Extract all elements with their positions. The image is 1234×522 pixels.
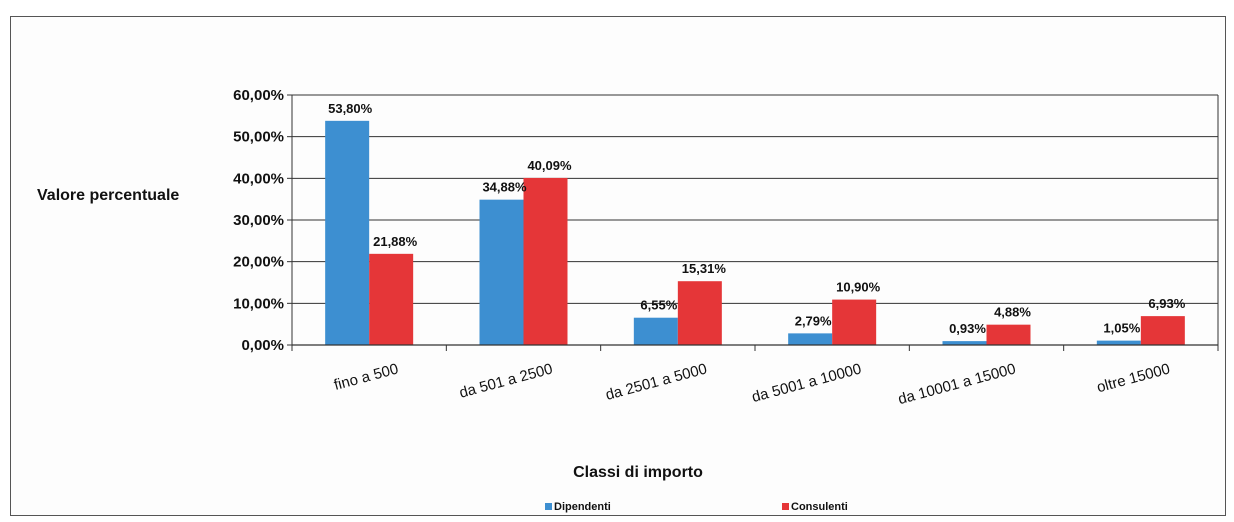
data-label-dipendenti: 6,55%	[640, 298, 677, 313]
data-label-consulenti: 40,09%	[527, 158, 572, 173]
x-tick-label: da 10001 a 15000	[896, 360, 1017, 408]
data-label-dipendenti: 0,93%	[949, 321, 986, 336]
data-label-dipendenti: 53,80%	[328, 101, 373, 116]
y-tick-label: 0,00%	[241, 337, 284, 354]
data-labels: 53,80% 21,88% 34,88%40,09% 6,55% 15,31% 2,79%…	[328, 101, 1186, 336]
legend-label-dipendenti: Dipendenti	[554, 501, 611, 513]
bar-consulenti	[369, 253, 414, 345]
legend-label-consulenti: Consulenti	[791, 501, 848, 513]
bar-dipendenti	[479, 199, 524, 345]
bar-consulenti	[986, 324, 1031, 345]
x-tick-label: da 2501 a 5000	[604, 360, 709, 403]
x-tick-label: da 501 a 2500	[457, 360, 554, 401]
x-axis-title: Classi di importo	[573, 464, 703, 481]
x-tick-label: fino a 500	[332, 360, 400, 393]
bar-consulenti	[832, 299, 877, 345]
data-label-dipendenti: 2,79%	[795, 313, 832, 328]
bar-dipendenti	[942, 341, 987, 345]
data-label-dipendenti: 34,88%	[482, 180, 527, 195]
y-tick-label: 40,00%	[233, 170, 284, 187]
legend: Dipendenti Consulenti	[545, 501, 848, 513]
y-tick-label: 30,00%	[233, 212, 284, 229]
y-tick-label: 50,00%	[233, 129, 284, 146]
bar-consulenti	[677, 281, 722, 345]
y-axis-title: Valore percentuale	[37, 187, 179, 204]
x-tick-label: da 5001 a 10000	[750, 360, 863, 406]
data-label-dipendenti: 1,05%	[1103, 321, 1140, 336]
y-tick-label: 60,00%	[233, 87, 284, 104]
bar-dipendenti	[325, 120, 370, 345]
legend-swatch-consulenti	[782, 503, 789, 510]
x-tick-label: oltre 15000	[1095, 360, 1172, 396]
data-label-consulenti: 21,88%	[373, 234, 418, 249]
data-label-consulenti: 15,31%	[682, 261, 727, 276]
bar-consulenti	[1140, 316, 1185, 345]
bar-dipendenti	[788, 333, 833, 345]
data-label-consulenti: 10,90%	[836, 280, 881, 295]
chart-frame	[10, 16, 1226, 516]
y-tick-label: 20,00%	[233, 254, 284, 271]
bar-dipendenti	[1096, 340, 1141, 345]
bar-consulenti	[523, 177, 568, 345]
data-label-consulenti: 4,88%	[994, 305, 1031, 320]
legend-swatch-dipendenti	[545, 503, 552, 510]
gridlines	[292, 94, 1218, 346]
data-label-consulenti: 6,93%	[1148, 296, 1185, 311]
bar-dipendenti	[633, 317, 678, 345]
bars	[325, 120, 1185, 345]
y-tick-label: 10,00%	[233, 295, 284, 312]
